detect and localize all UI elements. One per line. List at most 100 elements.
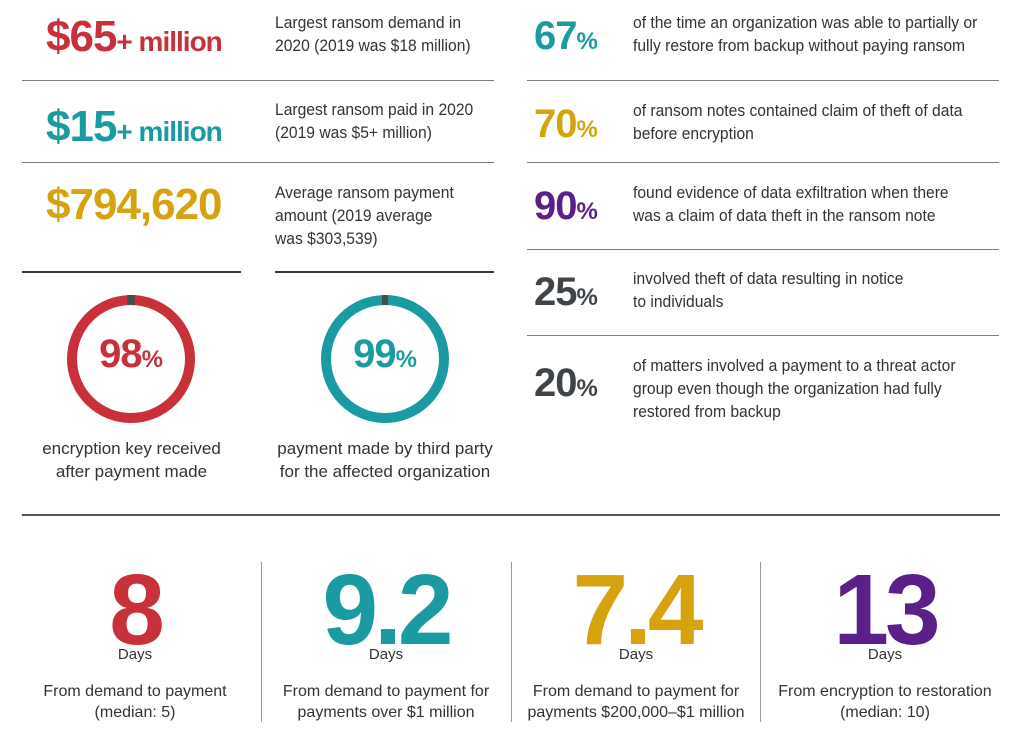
desc-line: of the time an organization was able to …: [633, 13, 978, 32]
pct-notice-desc: involved theft of data resulting in noti…: [633, 267, 903, 313]
pct-exfiltration-desc: found evidence of data exfiltration when…: [633, 181, 949, 227]
pct-payment-despite-backup: 20%: [534, 361, 598, 406]
section-divider: [22, 514, 1000, 516]
pct-number: 70: [534, 102, 577, 146]
ring-third-party: 99%: [320, 294, 460, 424]
ring-value: 99%: [320, 332, 450, 377]
desc-line: payments over $1 million: [297, 704, 475, 721]
desc-line: of ransom notes contained claim of theft…: [633, 101, 963, 120]
desc-line: before encryption: [633, 124, 754, 143]
days-unit: Days: [368, 646, 404, 663]
desc-line: Largest ransom demand in: [275, 13, 462, 32]
stat-value: $65: [46, 12, 117, 61]
stat-largest-demand-desc: Largest ransom demand in 2020 (2019 was …: [275, 11, 471, 57]
ring-chart: [321, 294, 449, 423]
divider: [22, 271, 241, 273]
pct-number: 25: [534, 270, 577, 314]
pct-sign: %: [576, 116, 598, 143]
pct-payment-despite-backup-desc: of matters involved a payment to a threa…: [633, 354, 956, 423]
desc-line: amount (2019 average: [275, 206, 433, 225]
column-separator: [511, 562, 512, 722]
desc-line: From demand to payment for: [532, 683, 740, 700]
days-desc: From demand to payment for payments over…: [261, 681, 511, 723]
desc-line: found evidence of data exfiltration when…: [633, 183, 949, 202]
pct-sign: %: [141, 346, 163, 373]
pct-sign: %: [576, 284, 598, 311]
pct-number: 98: [99, 332, 142, 376]
days-unit: Days: [867, 646, 903, 663]
desc-line: group even though the organization had f…: [633, 379, 942, 398]
pct-restore-backup: 67%: [534, 14, 598, 59]
divider: [22, 80, 494, 81]
days-encryption-to-restoration: 13 Days From encryption to restoration (…: [760, 560, 1010, 723]
desc-line: From encryption to restoration: [778, 683, 992, 700]
desc-line: payments $200,000–$1 million: [527, 704, 745, 721]
ring-encryption-key: 98%: [66, 294, 206, 424]
pct-sign: %: [576, 375, 598, 402]
divider: [527, 335, 999, 336]
days-number: 13: [833, 554, 940, 666]
days-unit: Days: [618, 646, 654, 663]
caption-line: payment made by third party: [277, 439, 493, 458]
days-desc: From demand to payment (median: 5): [10, 681, 260, 723]
desc-line: to individuals: [633, 292, 724, 311]
pct-restore-backup-desc: of the time an organization was able to …: [633, 11, 977, 57]
days-unit: Days: [117, 646, 153, 663]
pct-number: 90: [534, 184, 577, 228]
desc-line: From demand to payment for: [282, 683, 490, 700]
stat-suffix: + million: [116, 26, 222, 57]
caption-line: after payment made: [55, 462, 208, 481]
pct-number: 20: [534, 361, 577, 405]
desc-line: fully restore from backup without paying…: [633, 36, 966, 55]
stat-average-payment-desc: Average ransom payment amount (2019 aver…: [275, 181, 454, 250]
divider: [22, 162, 494, 163]
stat-value: $794,620: [46, 180, 223, 229]
days-desc: From encryption to restoration (median: …: [760, 681, 1010, 723]
ring-third-party-caption: payment made by third party for the affe…: [270, 437, 500, 483]
desc-line: (median: 10): [840, 704, 930, 721]
stat-largest-paid-value: $15+ million: [46, 102, 223, 152]
column-separator: [261, 562, 262, 722]
caption-line: encryption key received: [42, 439, 221, 458]
stat-largest-paid-desc: Largest ransom paid in 2020 (2019 was $5…: [275, 98, 473, 144]
days-over-1m: 9.2 Days From demand to payment for paym…: [261, 560, 511, 723]
divider: [527, 80, 999, 81]
divider: [527, 162, 999, 163]
stat-average-payment-value: $794,620: [46, 180, 223, 230]
divider: [275, 271, 494, 273]
desc-line: Largest ransom paid in 2020: [275, 100, 474, 119]
days-number: 8: [109, 554, 165, 666]
desc-line: of matters involved a payment to a threa…: [633, 356, 956, 375]
desc-line: involved theft of data resulting in noti…: [633, 269, 904, 288]
ring-value: 98%: [66, 332, 196, 377]
stat-suffix: + million: [116, 116, 222, 147]
stat-value: $15: [46, 102, 117, 151]
pct-notice: 25%: [534, 270, 598, 315]
days-demand-to-payment: 8 Days From demand to payment (median: 5…: [10, 560, 260, 723]
desc-line: (2019 was $5+ million): [275, 123, 432, 142]
ring-encryption-key-caption: encryption key received after payment ma…: [22, 437, 241, 483]
days-number: 7.4: [572, 554, 703, 666]
pct-number: 67: [534, 14, 577, 58]
pct-theft-claim-desc: of ransom notes contained claim of theft…: [633, 99, 963, 145]
days-200k-to-1m: 7.4 Days From demand to payment for paym…: [511, 560, 761, 723]
caption-line: for the affected organization: [279, 462, 491, 481]
pct-sign: %: [395, 346, 417, 373]
desc-line: 2020 (2019 was $18 million): [275, 36, 471, 55]
column-separator: [760, 562, 761, 722]
pct-number: 99: [353, 332, 396, 376]
divider: [527, 249, 999, 250]
desc-line: From demand to payment: [43, 683, 227, 700]
desc-line: restored from backup: [633, 402, 781, 421]
desc-line: Average ransom payment: [275, 183, 454, 202]
desc-line: (median: 5): [94, 704, 176, 721]
pct-theft-claim: 70%: [534, 102, 598, 147]
desc-line: was a claim of data theft in the ransom …: [633, 206, 936, 225]
pct-sign: %: [576, 198, 598, 225]
desc-line: was $303,539): [275, 229, 378, 248]
pct-sign: %: [576, 28, 598, 55]
pct-exfiltration: 90%: [534, 184, 598, 229]
ring-chart: [67, 295, 195, 423]
stat-largest-demand-value: $65+ million: [46, 12, 223, 62]
days-desc: From demand to payment for payments $200…: [511, 681, 761, 723]
